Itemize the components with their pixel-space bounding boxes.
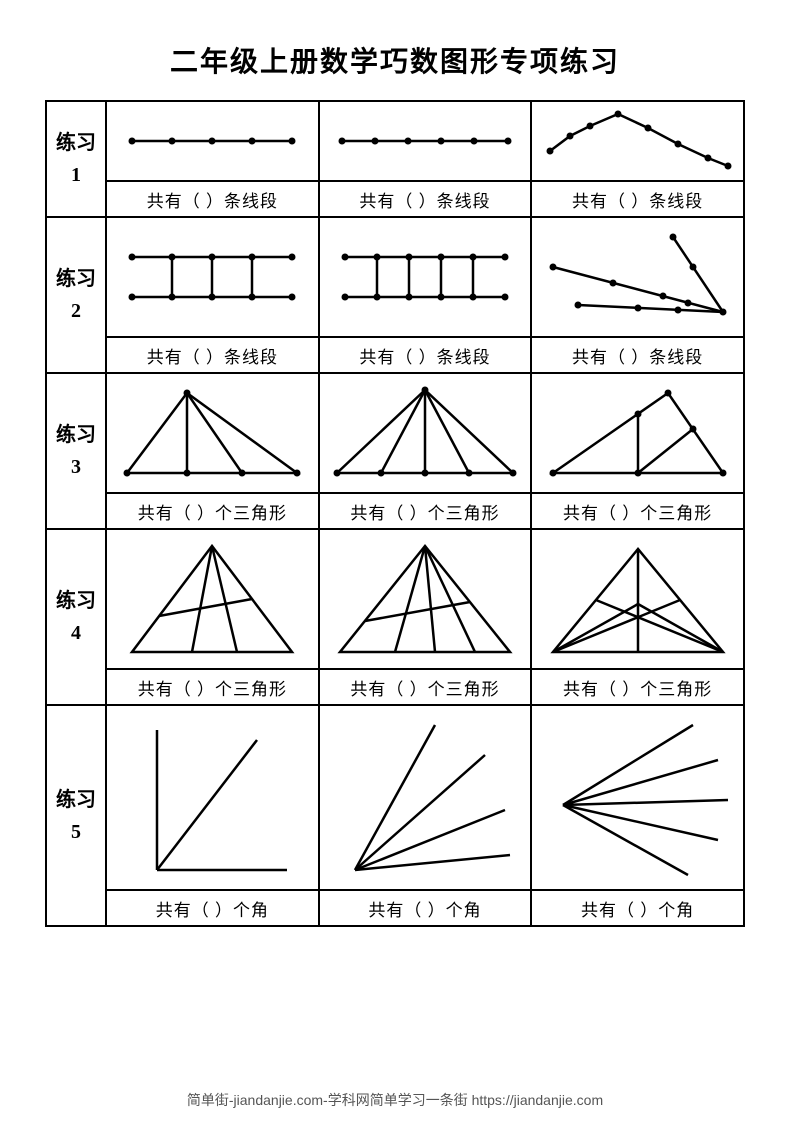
cap-4a: 共有（ ）个三角形	[106, 669, 319, 705]
row-label-4: 练习 4	[46, 529, 106, 705]
fig-5b	[319, 705, 532, 890]
cap-2a: 共有（ ）条线段	[106, 337, 319, 373]
page-title: 二年级上册数学巧数图形专项练习	[45, 40, 745, 80]
fig-4c	[531, 529, 744, 669]
cap-2b: 共有（ ）条线段	[319, 337, 532, 373]
row-label-3: 练习 3	[46, 373, 106, 529]
cap-1b: 共有（ ）条线段	[319, 181, 532, 217]
fig-1b	[319, 101, 532, 181]
cap-3c: 共有（ ）个三角形	[531, 493, 744, 529]
fig-5c	[531, 705, 744, 890]
row-label-5: 练习 5	[46, 705, 106, 926]
footer-text: 简单街-jiandanjie.com-学科网简单学习一条街 https://ji…	[0, 1090, 790, 1110]
cap-3b: 共有（ ）个三角形	[319, 493, 532, 529]
row-label-2: 练习 2	[46, 217, 106, 373]
fig-3a	[106, 373, 319, 493]
fig-2a	[106, 217, 319, 337]
row-label-1: 练习 1	[46, 101, 106, 217]
cap-1a: 共有（ ）条线段	[106, 181, 319, 217]
cap-3a: 共有（ ）个三角形	[106, 493, 319, 529]
cap-5a: 共有（ ）个角	[106, 890, 319, 926]
cap-2c: 共有（ ）条线段	[531, 337, 744, 373]
fig-4b	[319, 529, 532, 669]
fig-1c	[531, 101, 744, 181]
fig-3c	[531, 373, 744, 493]
fig-1a	[106, 101, 319, 181]
fig-2c	[531, 217, 744, 337]
cap-1c: 共有（ ）条线段	[531, 181, 744, 217]
fig-4a	[106, 529, 319, 669]
fig-3b	[319, 373, 532, 493]
fig-5a	[106, 705, 319, 890]
cap-4c: 共有（ ）个三角形	[531, 669, 744, 705]
fig-2b	[319, 217, 532, 337]
cap-4b: 共有（ ）个三角形	[319, 669, 532, 705]
cap-5b: 共有（ ）个角	[319, 890, 532, 926]
worksheet-table: 练习 1	[45, 100, 745, 927]
cap-5c: 共有（ ）个角	[531, 890, 744, 926]
